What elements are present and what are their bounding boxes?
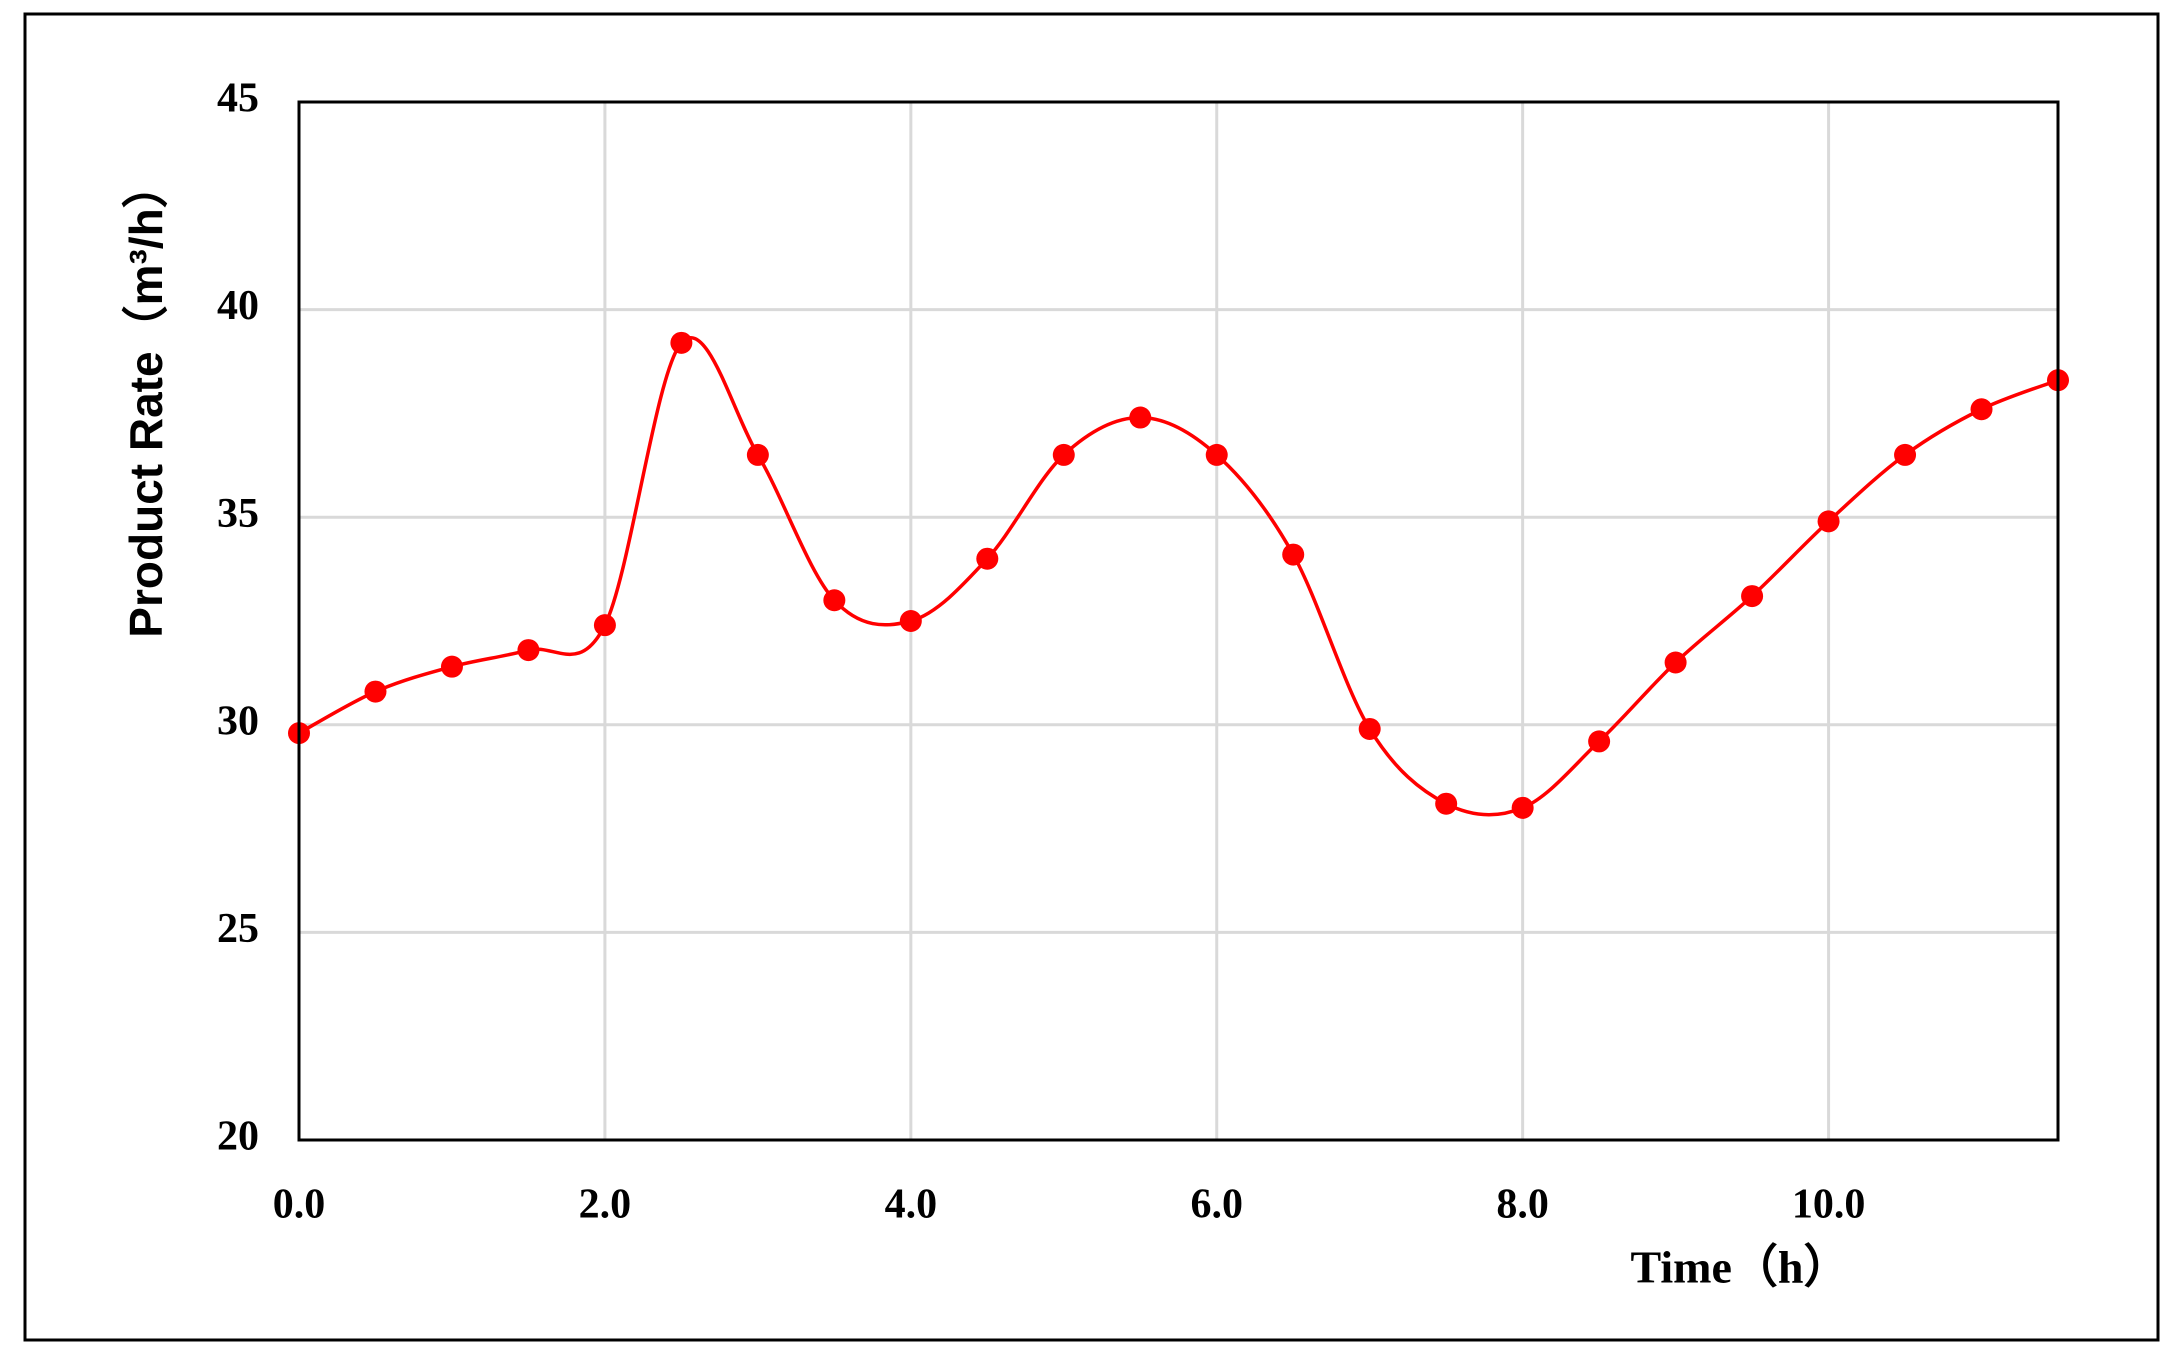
y-tick-label: 45 (217, 76, 259, 122)
x-tick-label: 4.0 (885, 1182, 938, 1228)
marker (1435, 792, 1458, 815)
marker (1282, 543, 1305, 566)
x-tick-label: 0.0 (273, 1182, 326, 1228)
x-tick-label: 2.0 (579, 1182, 632, 1228)
outer-frame (23, 12, 2160, 1342)
marker (899, 610, 922, 632)
y-tick-label: 40 (217, 283, 259, 329)
marker (1052, 443, 1075, 466)
marker (1588, 730, 1611, 753)
y-tick-label: 30 (217, 698, 259, 744)
x-tick-label: 8.0 (1496, 1182, 1549, 1228)
x-axis-label: Time（h） (1631, 1242, 1850, 1293)
marker (1741, 585, 1764, 608)
y-tick-label: 20 (217, 1114, 259, 1160)
marker (517, 639, 540, 662)
y-tick-label: 25 (217, 906, 259, 952)
marker (1358, 717, 1381, 740)
marker (593, 614, 616, 637)
marker (1664, 651, 1687, 674)
marker (1817, 510, 1840, 533)
y-tick-label: 35 (217, 491, 259, 537)
x-tick-label: 6.0 (1190, 1182, 1243, 1228)
marker (1129, 406, 1152, 429)
marker (976, 547, 999, 570)
marker (1205, 443, 1228, 466)
marker (1894, 443, 1917, 466)
marker (364, 680, 387, 703)
y-axis-label: Product Rate（m³/h） (120, 162, 172, 637)
marker (670, 331, 693, 354)
marker (1970, 398, 1993, 421)
marker (440, 655, 463, 678)
marker (746, 443, 769, 466)
marker (823, 589, 846, 612)
x-tick-label: 10.0 (1792, 1182, 1866, 1228)
plot-frame (297, 100, 2060, 1142)
marker (1511, 796, 1534, 819)
